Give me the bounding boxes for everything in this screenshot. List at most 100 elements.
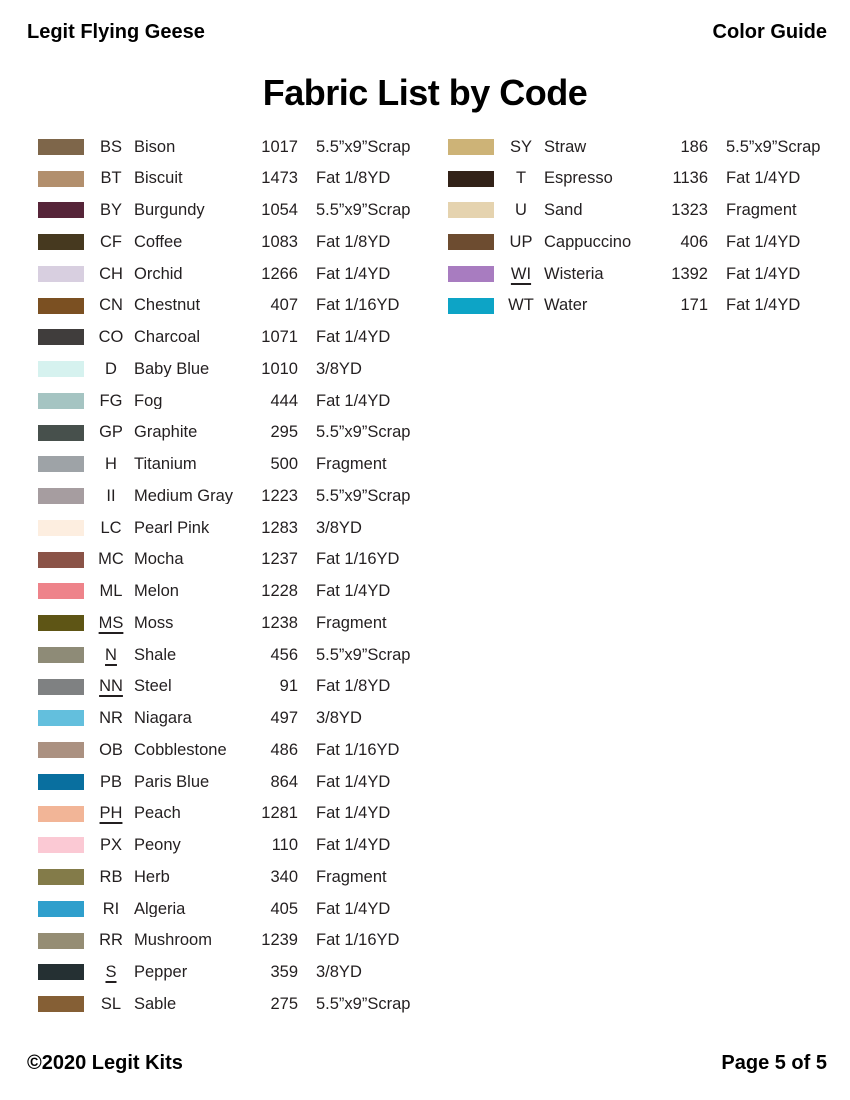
fabric-code: PX — [99, 836, 122, 855]
fabric-quantity: Fat 1/16YD — [316, 931, 400, 950]
fabric-name: Peony — [134, 837, 181, 854]
fabric-code: CF — [100, 232, 122, 251]
fabric-name: Titanium — [134, 456, 197, 473]
fabric-number: 1054 — [261, 201, 298, 220]
fabric-code: WT — [508, 296, 534, 315]
fabric-number: 1473 — [261, 169, 298, 188]
fabric-name: Shale — [134, 646, 177, 664]
fabric-row: II Medium Gray 1223 5.5”x9”Scrap — [38, 480, 422, 512]
fabric-name: Pearl Pink — [134, 519, 210, 537]
fabric-name: Cobblestone — [134, 741, 227, 759]
fabric-row: CN Chestnut 407 Fat 1/16YD — [38, 290, 422, 322]
fabric-row: WT Water 171 Fat 1/4YD — [448, 290, 832, 322]
fabric-color-swatch — [38, 329, 84, 346]
fabric-code: H — [105, 455, 117, 474]
fabric-quantity: Fat 1/4YD — [726, 232, 801, 251]
fabric-quantity: Fat 1/8YD — [316, 169, 391, 188]
fabric-number: 1223 — [261, 486, 298, 505]
fabric-code: II — [106, 486, 116, 505]
fabric-row: PH Peach 1281 Fat 1/4YD — [38, 798, 422, 830]
fabric-color-swatch — [38, 456, 84, 473]
fabric-quantity: Fat 1/4YD — [316, 391, 391, 410]
fabric-color-swatch — [448, 170, 494, 187]
fabric-color-swatch — [38, 773, 84, 790]
fabric-color-swatch — [448, 202, 494, 219]
fabric-row: BT Biscuit 1473 Fat 1/8YD — [38, 163, 422, 195]
fabric-code: LC — [100, 518, 122, 537]
fabric-code: BY — [99, 201, 122, 220]
page-title: Fabric List by Code — [262, 72, 588, 113]
fabric-color-swatch — [38, 869, 84, 886]
fabric-code: FG — [99, 391, 123, 410]
fabric-name: Coffee — [134, 233, 183, 251]
fabric-row: CH Orchid 1266 Fat 1/4YD — [38, 258, 422, 290]
fabric-quantity: 3/8YD — [316, 963, 362, 982]
fabric-number: 406 — [680, 232, 708, 251]
fabric-name: Medium Gray — [134, 487, 234, 505]
fabric-color-swatch — [38, 964, 84, 981]
fabric-quantity: Fat 1/4YD — [726, 264, 801, 283]
fabric-color-swatch — [38, 170, 84, 187]
fabric-code: NR — [99, 709, 123, 728]
fabric-number: 1323 — [671, 201, 708, 220]
fabric-code: BT — [100, 169, 122, 188]
fabric-quantity: Fat 1/16YD — [316, 550, 400, 569]
fabric-name: Peach — [134, 805, 181, 822]
fabric-quantity: Fat 1/16YD — [316, 740, 400, 759]
fabric-row: FG Fog 444 Fat 1/4YD — [38, 385, 422, 417]
fabric-color-swatch — [38, 202, 84, 219]
fabric-row: MC Mocha 1237 Fat 1/16YD — [38, 544, 422, 576]
fabric-quantity: Fragment — [316, 613, 387, 632]
fabric-quantity: 5.5”x9”Scrap — [726, 137, 821, 156]
fabric-name: Straw — [544, 138, 587, 156]
fabric-row: SY Straw 186 5.5”x9”Scrap — [448, 131, 832, 163]
fabric-number: 1071 — [261, 328, 298, 347]
fabric-row: BS Bison 1017 5.5”x9”Scrap — [38, 131, 422, 163]
fabric-code: GP — [99, 423, 123, 442]
fabric-color-swatch — [38, 583, 84, 600]
fabric-quantity: Fat 1/4YD — [316, 264, 391, 283]
fabric-code: CO — [98, 328, 124, 347]
fabric-quantity: 5.5”x9”Scrap — [316, 994, 411, 1013]
fabric-number: 1281 — [261, 804, 298, 823]
fabric-color-swatch — [38, 361, 84, 378]
fabric-row: MS Moss 1238 Fragment — [38, 607, 422, 639]
fabric-row: ML Melon 1228 Fat 1/4YD — [38, 576, 422, 608]
fabric-color-swatch — [38, 900, 84, 917]
fabric-name: Algeria — [134, 900, 186, 918]
fabric-row: CF Coffee 1083 Fat 1/8YD — [38, 226, 422, 258]
fabric-number: 1239 — [261, 931, 298, 950]
fabric-quantity: Fat 1/4YD — [726, 296, 801, 315]
fabric-code: T — [515, 169, 527, 188]
fabric-name: Melon — [134, 583, 179, 600]
fabric-color-swatch — [38, 234, 84, 251]
fabric-name: Water — [544, 297, 588, 314]
fabric-name: Moss — [134, 614, 174, 632]
fabric-name: Chestnut — [134, 297, 201, 314]
fabric-row: LC Pearl Pink 1283 3/8YD — [38, 512, 422, 544]
fabric-number: 275 — [270, 994, 298, 1013]
fabric-row: CO Charcoal 1071 Fat 1/4YD — [38, 322, 422, 354]
fabric-code: UP — [509, 232, 533, 251]
fabric-color-swatch — [38, 742, 84, 759]
fabric-quantity: 5.5”x9”Scrap — [316, 423, 411, 442]
fabric-code: WI — [510, 264, 532, 283]
fabric-quantity: 5.5”x9”Scrap — [316, 486, 411, 505]
fabric-color-swatch — [38, 615, 84, 632]
fabric-code: BS — [99, 137, 122, 156]
fabric-code: SL — [100, 994, 122, 1013]
fabric-code: NN — [99, 677, 123, 696]
fabric-color-swatch — [38, 710, 84, 727]
fabric-name: Fog — [134, 392, 163, 410]
fabric-code: D — [105, 359, 117, 378]
fabric-quantity: Fat 1/4YD — [316, 899, 391, 918]
fabric-number: 864 — [270, 772, 298, 791]
fabric-number: 500 — [270, 455, 298, 474]
fabric-number: 1017 — [261, 137, 298, 156]
fabric-row: N Shale 456 5.5”x9”Scrap — [38, 639, 422, 671]
fabric-number: 486 — [270, 740, 298, 759]
fabric-name: Paris Blue — [134, 773, 210, 791]
fabric-number: 171 — [680, 296, 708, 315]
fabric-name: Steel — [134, 678, 172, 695]
fabric-quantity: 3/8YD — [316, 359, 362, 378]
